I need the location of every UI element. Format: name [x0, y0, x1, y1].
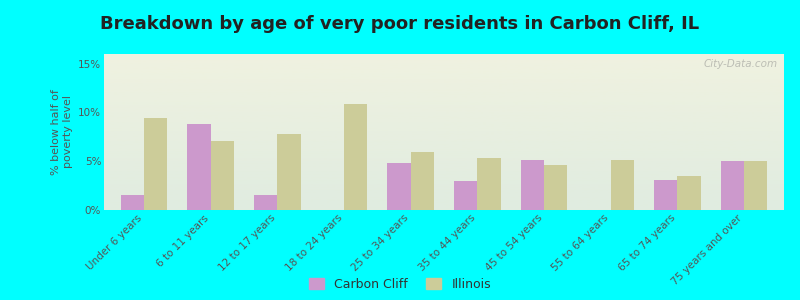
Bar: [410, 152, 434, 210]
Text: City-Data.com: City-Data.com: [703, 59, 778, 69]
Bar: [654, 180, 678, 210]
Bar: [544, 165, 567, 210]
Bar: [121, 195, 144, 210]
Bar: [344, 104, 367, 210]
Bar: [210, 141, 234, 210]
Bar: [744, 161, 767, 210]
Bar: [278, 134, 301, 210]
Bar: [387, 163, 410, 210]
Bar: [521, 160, 544, 210]
Y-axis label: % below half of
poverty level: % below half of poverty level: [51, 89, 73, 175]
Bar: [678, 176, 701, 210]
Bar: [610, 160, 634, 210]
Bar: [144, 118, 167, 210]
Bar: [187, 124, 210, 210]
Bar: [454, 181, 478, 210]
Text: Breakdown by age of very poor residents in Carbon Cliff, IL: Breakdown by age of very poor residents …: [101, 15, 699, 33]
Bar: [721, 161, 744, 210]
Bar: [478, 158, 501, 210]
Legend: Carbon Cliff, Illinois: Carbon Cliff, Illinois: [309, 278, 491, 291]
Bar: [254, 195, 278, 210]
